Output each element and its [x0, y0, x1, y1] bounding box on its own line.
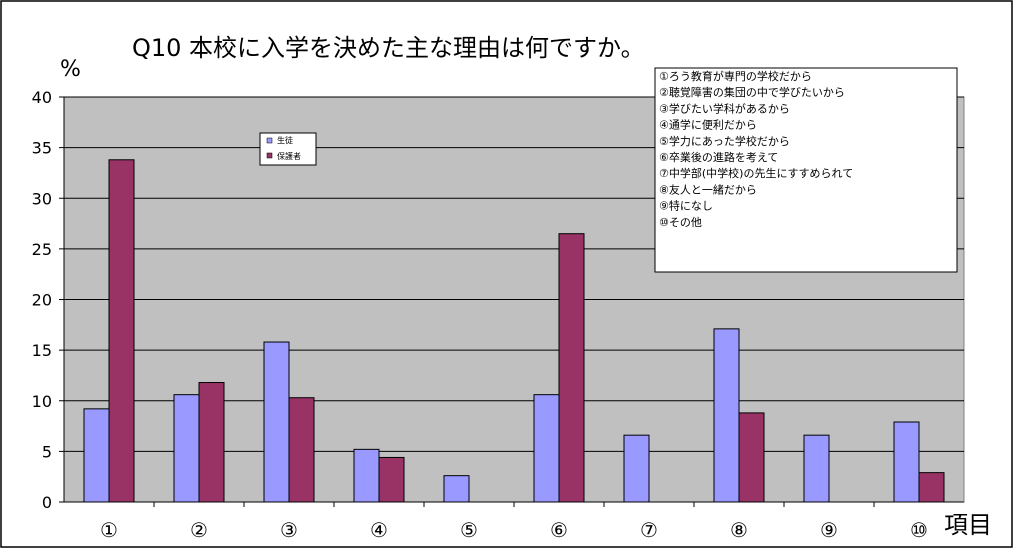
category-legend-item: ②聴覚障害の集団の中で学びたいから — [659, 85, 845, 99]
bar-student-1 — [83, 408, 110, 503]
bar-student-8 — [713, 328, 740, 503]
legend-swatch-guardian — [266, 152, 273, 159]
bar-guardian-8 — [738, 412, 765, 503]
chart-title: Q10 本校に入学を決めた主な理由は何ですか。 — [132, 34, 645, 62]
category-legend-item: ⑧友人と一緒だから — [659, 182, 757, 196]
bar-student-10 — [893, 421, 920, 503]
y-tick-label: 30 — [32, 189, 52, 208]
category-legend-item: ⑤学力にあった学校だから — [659, 134, 790, 148]
y-tick-label: 0 — [42, 493, 52, 512]
bar-student-2 — [173, 394, 200, 503]
category-legend: ①ろう教育が専門の学校だから ②聴覚障害の集団の中で学びたいから ③学びたい学科があ… — [654, 67, 958, 273]
bar-guardian-6 — [558, 233, 585, 503]
bar-student-6 — [533, 394, 560, 503]
category-legend-box — [654, 67, 958, 273]
y-tick-label: 20 — [32, 291, 52, 310]
category-legend-item: ⑩その他 — [659, 216, 702, 229]
category-legend-item: ⑥卒業後の進路を考えて — [659, 150, 778, 164]
legend-label-guardian: 保護者 — [277, 151, 301, 161]
y-tick-label: 15 — [32, 341, 52, 360]
x-tick-labels: ① ② ③ ④ ⑤ ⑥ ⑦ ⑧ ⑨ ⑩ — [100, 502, 928, 542]
x-tick-label: ⑤ — [460, 518, 478, 542]
bar-guardian-4 — [378, 456, 405, 503]
x-axis-label: 項目 — [944, 511, 992, 539]
series-legend: 生徒 保護者 — [259, 132, 317, 166]
legend-label-student: 生徒 — [277, 135, 293, 145]
bar-guardian-3 — [288, 397, 315, 503]
x-tick-label: ⑨ — [820, 518, 838, 542]
category-legend-item: ⑦中学部(中学校)の先生にすすめられて — [659, 166, 853, 180]
y-tick-label: 25 — [32, 240, 52, 259]
x-tick-label: ⑩ — [910, 518, 928, 542]
bar-guardian-2 — [198, 382, 225, 503]
x-tick-label: ③ — [280, 518, 298, 542]
bar-student-4 — [353, 448, 380, 503]
category-legend-items: ①ろう教育が専門の学校だから ②聴覚障害の集団の中で学びたいから ③学びたい学科があ… — [659, 69, 853, 229]
x-tick-label: ④ — [370, 518, 388, 542]
y-axis-label: % — [60, 57, 81, 82]
x-tick-label: ② — [190, 518, 208, 542]
category-legend-item: ④通学に便利だから — [659, 118, 757, 132]
category-legend-item: ③学びたい学科があるから — [659, 101, 790, 115]
x-tick-label: ⑥ — [550, 518, 568, 542]
x-tick-label: ⑧ — [730, 518, 748, 542]
category-legend-item: ①ろう教育が専門の学校だから — [659, 69, 812, 83]
bar-guardian-10 — [918, 472, 945, 503]
x-tick-label: ⑦ — [640, 518, 658, 542]
legend-swatch-student — [266, 137, 273, 144]
bars — [83, 159, 945, 503]
y-tick-labels: 0 5 10 15 20 25 30 35 40 — [32, 88, 64, 512]
bar-student-5 — [443, 475, 470, 503]
bar-student-3 — [263, 341, 290, 503]
y-tick-label: 10 — [32, 392, 52, 411]
y-tick-label: 40 — [32, 88, 52, 107]
y-tick-label: 5 — [42, 442, 52, 461]
category-legend-item: ⑨特になし — [659, 199, 713, 213]
bar-student-9 — [803, 434, 830, 503]
y-tick-label: 35 — [32, 139, 52, 158]
bar-student-7 — [623, 434, 650, 503]
bar-guardian-1 — [108, 159, 135, 503]
x-tick-label: ① — [100, 518, 118, 542]
